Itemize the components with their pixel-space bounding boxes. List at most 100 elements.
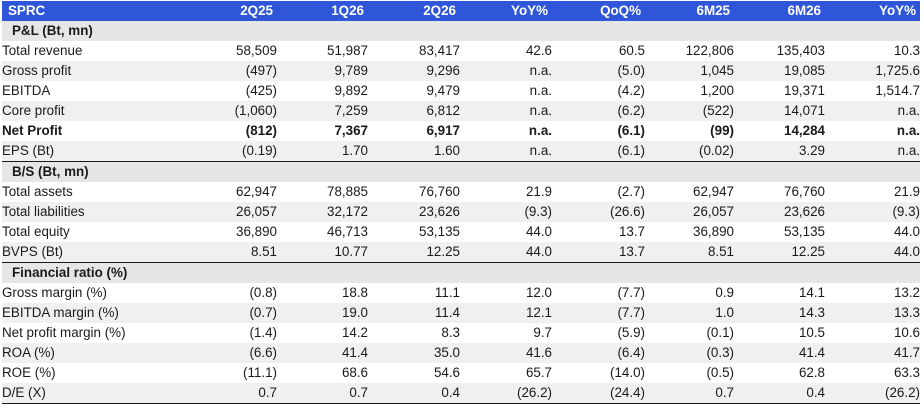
cell-yoy: n.a.	[460, 101, 552, 121]
row-label: Net Profit	[2, 123, 63, 138]
cell-1q26: 7,259	[277, 101, 368, 121]
cell-yoy-6m: (9.3)	[825, 202, 920, 222]
table-header-row: SPRC 2Q25 1Q26 2Q26 YoY% QoQ% 6M25 6M26 YoY%	[2, 1, 920, 21]
cell-yoy-6m: n.a.	[825, 141, 920, 162]
cell-yoy-6m: 13.3	[825, 303, 920, 323]
cell-2q25: (812)	[245, 123, 277, 138]
row-label: Total liabilities	[2, 202, 220, 222]
row-label: EBITDA	[2, 83, 51, 98]
table-row: EPS (Bt) (0.19) 1.70 1.60 n.a. (6.1) (0.02) 3.2…	[2, 141, 920, 162]
cell-2q25: 0.7	[220, 383, 277, 404]
cell-yoy: 44.0	[460, 242, 552, 263]
cell-qoq: (6.1)	[617, 123, 645, 138]
cell-2q25: 58,509	[236, 43, 277, 58]
row-label: D/E (X)	[2, 383, 220, 404]
cell-yoy: n.a.	[529, 83, 552, 98]
cell-6m25: (99)	[710, 123, 734, 138]
table-row: ROE (%) (11.1) 68.6 54.6 65.7 (14.0) (0.5) 62.8…	[2, 363, 920, 383]
row-label: Core profit	[2, 101, 220, 121]
cell-yoy-6m: 63.3	[893, 365, 920, 380]
cell-qoq: 13.7	[552, 242, 645, 263]
cell-2q25: (497)	[220, 61, 277, 81]
cell-qoq: (6.1)	[552, 141, 645, 162]
cell-1q26: 41.4	[277, 343, 368, 363]
table-row: Total equity 36,890 46,713 53,135 44.0 13.7 36…	[2, 222, 920, 242]
cell-6m26: 12.25	[734, 242, 825, 263]
cell-yoy: (26.2)	[460, 383, 552, 404]
row-label: Total assets	[2, 184, 73, 199]
section-title: P&L (Bt, mn)	[2, 21, 920, 41]
cell-yoy: 9.7	[533, 325, 552, 340]
table-row: ROA (%) (6.6) 41.4 35.0 41.6 (6.4) (0.3) 41.4 41…	[2, 343, 920, 363]
table-row: EBITDA margin (%) (0.7) 19.0 11.4 12.1 (7.7) 1…	[2, 303, 920, 323]
cell-2q26: 35.0	[368, 343, 460, 363]
table-row: BVPS (Bt) 8.51 10.77 12.25 44.0 13.7 8.51 12.25…	[2, 242, 920, 263]
cell-qoq: (6.4)	[552, 343, 645, 363]
cell-yoy: 41.6	[460, 343, 552, 363]
cell-6m25: (0.02)	[645, 141, 734, 162]
cell-2q26: 1.60	[368, 141, 460, 162]
cell-6m25: (0.5)	[706, 365, 734, 380]
cell-yoy: 12.0	[525, 285, 552, 300]
cell-2q26: 54.6	[433, 365, 460, 380]
cell-2q25: 8.51	[220, 242, 277, 263]
cell-qoq: (5.0)	[552, 61, 645, 81]
cell-6m26: 3.29	[734, 141, 825, 162]
cell-1q26: 68.6	[341, 365, 368, 380]
cell-6m26: 14,071	[734, 101, 825, 121]
cell-1q26: 46,713	[327, 224, 368, 239]
row-label: BVPS (Bt)	[2, 242, 220, 263]
cell-2q25: (11.1)	[243, 365, 277, 380]
cell-yoy-6m: 41.7	[825, 343, 920, 363]
cell-yoy: n.a.	[528, 123, 552, 138]
cell-1q26: 1.70	[277, 141, 368, 162]
cell-yoy-6m: 21.9	[893, 184, 920, 199]
cell-2q26: 53,135	[419, 224, 460, 239]
cell-qoq: (24.4)	[552, 383, 645, 404]
cell-qoq: (6.2)	[552, 101, 645, 121]
section-header-row: B/S (Bt, mn)	[2, 161, 920, 182]
cell-6m25: 0.7	[645, 383, 734, 404]
cell-qoq: (7.7)	[552, 303, 645, 323]
cell-1q26: 7,367	[334, 123, 368, 138]
cell-6m25: 1,200	[700, 83, 734, 98]
table-row: Total assets 62,947 78,885 76,760 21.9 (2.7) 6…	[2, 182, 920, 202]
cell-6m26: 53,135	[784, 224, 825, 239]
cell-2q25: (0.7)	[220, 303, 277, 323]
cell-2q25: 36,890	[236, 224, 277, 239]
cell-6m26: 10.5	[798, 325, 825, 340]
row-label: Net profit margin (%)	[2, 325, 126, 340]
cell-qoq: (26.6)	[552, 202, 645, 222]
row-label: Total equity	[2, 224, 70, 239]
cell-yoy: 65.7	[525, 365, 552, 380]
cell-1q26: 0.7	[277, 383, 368, 404]
cell-6m25: 1.0	[645, 303, 734, 323]
column-header-qoq: QoQ%	[552, 1, 645, 21]
cell-2q26: 6,917	[426, 123, 460, 138]
cell-1q26: 18.8	[341, 285, 368, 300]
cell-yoy: 12.1	[460, 303, 552, 323]
cell-yoy-6m: 10.6	[893, 325, 920, 340]
row-label: Total revenue	[2, 43, 83, 58]
table-row: EBITDA (425) 9,892 9,479 n.a. (4.2) 1,200 19,37…	[2, 81, 920, 101]
cell-2q25: (425)	[245, 83, 277, 98]
column-header-yoy: YoY%	[460, 1, 552, 21]
cell-2q25: 62,947	[236, 184, 277, 199]
cell-6m26: 135,403	[776, 43, 825, 58]
cell-6m26: 14,284	[784, 123, 825, 138]
cell-2q26: 23,626	[368, 202, 460, 222]
cell-6m26: 62.8	[798, 365, 825, 380]
cell-1q26: 78,885	[327, 184, 368, 199]
cell-yoy-6m: n.a.	[825, 101, 920, 121]
cell-yoy-6m: 44.0	[893, 224, 920, 239]
cell-yoy: n.a.	[460, 61, 552, 81]
cell-1q26: 9,789	[277, 61, 368, 81]
cell-1q26: 10.77	[277, 242, 368, 263]
cell-2q25: (6.6)	[220, 343, 277, 363]
cell-yoy: 21.9	[525, 184, 552, 199]
cell-qoq: (2.7)	[617, 184, 645, 199]
cell-2q26: 76,760	[419, 184, 460, 199]
cell-6m25: 1,045	[645, 61, 734, 81]
section-header-row: P&L (Bt, mn)	[2, 21, 920, 41]
cell-qoq: (7.7)	[617, 285, 645, 300]
